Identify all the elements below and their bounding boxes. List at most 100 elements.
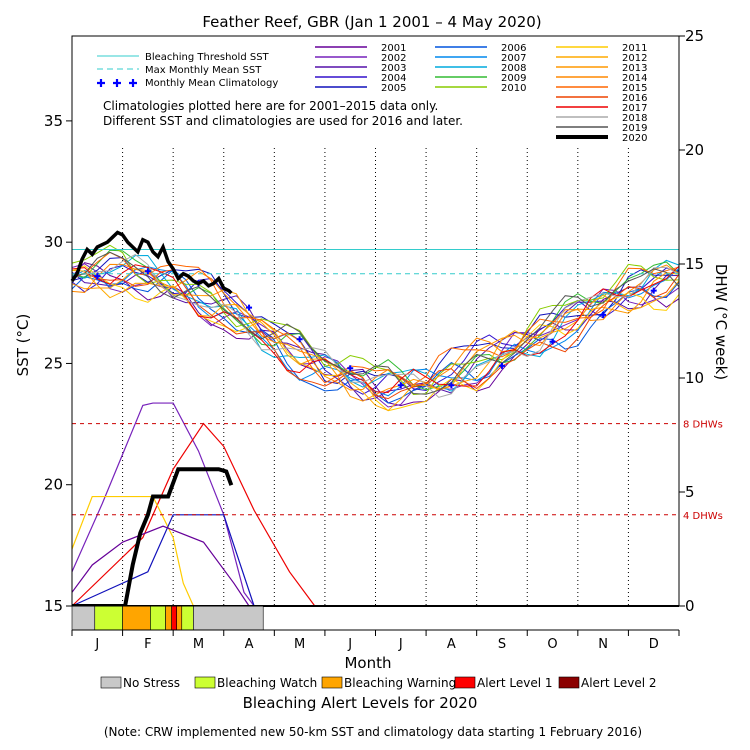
dhw-line-2005 [71, 514, 255, 607]
climatology-marker [448, 382, 455, 389]
climatology-marker [296, 336, 303, 343]
climatology-marker [347, 365, 354, 372]
legend-year-label: 2005 [381, 83, 406, 94]
x-tick-label: M [193, 637, 204, 652]
dhw-line-2002 [71, 402, 255, 607]
alert-legend-label: No Stress [123, 676, 180, 690]
x-tick-label: M [294, 637, 305, 652]
y-axis-right-label: DHW (°C week) [712, 264, 730, 380]
x-axis-label: Month [344, 654, 391, 672]
plot-area: 8 DHWs 4 DHWs [70, 148, 723, 631]
sst-line-2020 [70, 230, 233, 295]
chart-note: Climatologies plotted here are for 2001–… [103, 99, 438, 113]
x-tick-label: A [447, 637, 456, 652]
legend-year-label: 2017 [622, 103, 647, 114]
legend-year-label: 2019 [622, 123, 647, 134]
legend-year-label: 2006 [501, 43, 526, 54]
y-left-tick-label: 30 [44, 233, 63, 251]
sst-line-2017 [71, 264, 680, 393]
legend-year-label: 2011 [622, 43, 647, 54]
legend-year-label: 2002 [381, 53, 406, 64]
y-left-tick-label: 25 [44, 354, 63, 372]
climatology-marker [144, 268, 151, 275]
legend-plus-swatch [113, 79, 121, 87]
x-tick-label: J [398, 637, 403, 652]
x-tick-label: F [144, 637, 151, 652]
sst-line-2018 [71, 253, 680, 398]
x-tick-label: A [245, 637, 254, 652]
x-tick-label: N [598, 637, 608, 652]
plot-frame [71, 35, 680, 607]
dhw-ref-label: 4 DHWs [683, 511, 723, 522]
climatology-marker [94, 273, 101, 280]
alert-bar-segment [181, 605, 194, 631]
legend: Bleaching Threshold SST Max Monthly Mean … [97, 43, 647, 144]
sst-line-2015 [71, 251, 680, 386]
alert-bar-segment [94, 605, 123, 631]
legend-year-label: 2020 [622, 133, 647, 144]
dhw-ref-label: 8 DHWs [683, 420, 723, 431]
legend-year-label: 2008 [501, 63, 526, 74]
alert-legend-swatch [194, 676, 216, 689]
y-right-tick-label: 15 [685, 255, 704, 273]
legend-year-label: 2009 [501, 73, 526, 84]
legend-label: Monthly Mean Climatology [145, 78, 278, 89]
x-tick-label: J [94, 637, 99, 652]
alert-legend: No Stress Bleaching Watch Bleaching Warnin… [100, 676, 657, 690]
chart-title: Feather Reef, GBR (Jan 1 2001 – 4 May 20… [202, 13, 541, 31]
y-left-tick-label: 20 [44, 476, 63, 494]
legend-label: Max Monthly Mean SST [145, 65, 262, 76]
legend-plus-swatch [129, 79, 137, 87]
sst-line-2008 [71, 254, 680, 392]
legend-year-label: 2016 [622, 93, 647, 104]
y-left-tick-label: 35 [44, 112, 63, 130]
y-left-tick-label: 15 [44, 597, 63, 615]
legend-plus-swatch [97, 79, 105, 87]
x-tick-label: J [347, 637, 352, 652]
legend-year-label: 2010 [501, 83, 526, 94]
alert-bar-segment [150, 605, 166, 631]
legend-label: Bleaching Threshold SST [145, 52, 270, 63]
y-right-tick-label: 5 [685, 483, 695, 501]
alert-legend-label: Bleaching Warning [344, 676, 456, 690]
sst-line-2016 [71, 269, 680, 400]
alert-bar-segment [193, 605, 264, 631]
y-right-tick-label: 20 [685, 141, 704, 159]
x-tick-label: S [498, 637, 506, 652]
climatology-marker [498, 362, 505, 369]
alert-bar-segment [176, 605, 183, 631]
y-right-tick-label: 0 [685, 597, 695, 615]
y-axis-left-label: SST (°C) [14, 314, 32, 377]
legend-year-label: 2018 [622, 113, 647, 124]
alert-bar-segment [165, 605, 172, 631]
chart-note: Different SST and climatologies are used… [103, 114, 463, 128]
sst-line-2010 [71, 244, 680, 395]
alert-bar-segment [71, 605, 96, 631]
legend-year-label: 2013 [622, 63, 647, 74]
climatology-marker [246, 304, 253, 311]
x-tick-label: D [649, 637, 659, 652]
alert-legend-label: Bleaching Watch [217, 676, 317, 690]
alert-legend-swatch [558, 676, 580, 689]
sst-line-2011 [71, 265, 680, 412]
footnote: (Note: CRW implemented new 50-km SST and… [104, 725, 642, 739]
alert-bar-segment [122, 605, 151, 631]
alert-legend-label: Alert Level 2 [581, 676, 657, 690]
dhw-line-2020 [72, 467, 234, 608]
climatology-marker [600, 311, 607, 318]
climatology-marker [650, 287, 657, 294]
legend-year-label: 2003 [381, 63, 406, 74]
axes: J F M A M J J A S O N D 15 20 25 30 35 0 5 10 15 20 25 [44, 27, 704, 652]
legend-year-label: 2007 [501, 53, 526, 64]
legend-year-label: 2014 [622, 73, 647, 84]
legend-year-label: 2001 [381, 43, 406, 54]
legend-year-label: 2004 [381, 73, 406, 84]
x-tick-label: O [547, 637, 557, 652]
sst-line-2014 [71, 263, 680, 391]
dhw-line-2011 [71, 495, 194, 607]
dhw-line-2017 [71, 422, 316, 607]
alert-legend-swatch [454, 676, 476, 689]
y-right-tick-label: 10 [685, 369, 704, 387]
dhw-line-2001 [71, 525, 250, 607]
